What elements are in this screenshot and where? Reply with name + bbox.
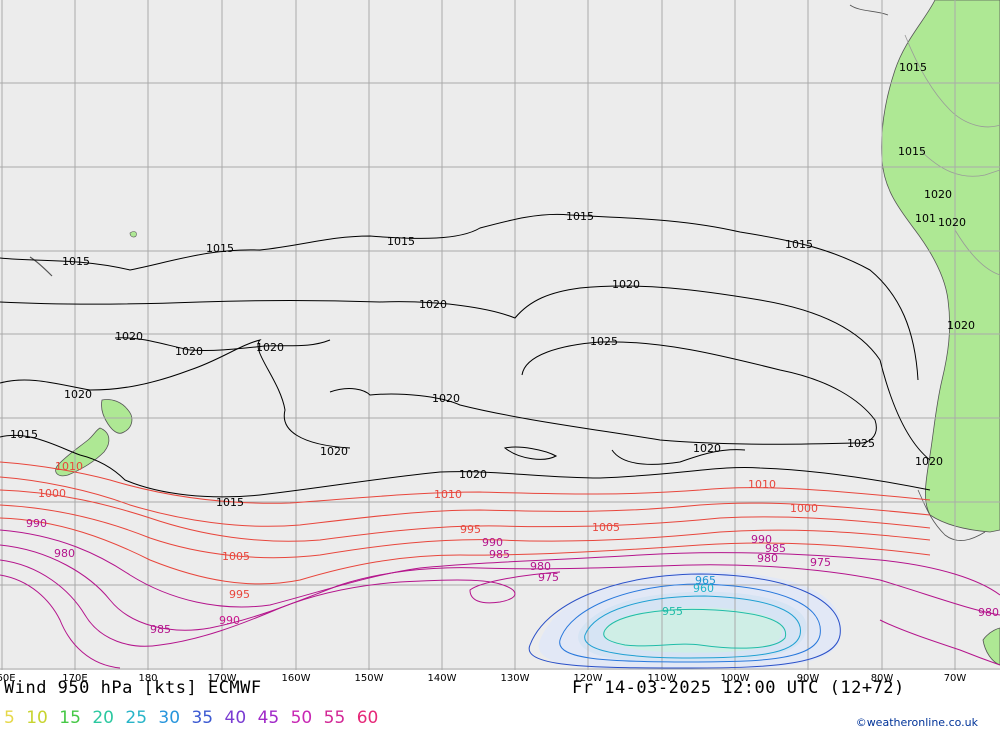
- isobar-label: 1015: [206, 242, 234, 255]
- isobar-label: 1015: [216, 496, 244, 509]
- longitude-label: 170W: [207, 673, 237, 684]
- legend-item: 40: [224, 708, 247, 728]
- isobar-label: 980: [530, 560, 551, 573]
- longitude-label: 180: [138, 673, 158, 684]
- isobar-labels-cyan: 965 960 955: [662, 574, 716, 618]
- isobar-labels-red: 1010 1000 1010 1010 1000 1005 995 1005 9…: [38, 460, 818, 627]
- longitude-label: 100W: [720, 673, 750, 684]
- isobar-label: 975: [810, 556, 831, 569]
- wind-speed-legend: 5 10 15 20 25 30 35 40 45 50 55 60: [4, 708, 384, 728]
- isobar-label: 975: [538, 571, 559, 584]
- isobar-label: 990: [751, 533, 772, 546]
- isobar-label: 965: [695, 574, 716, 587]
- isobar-label: 1015: [898, 145, 926, 158]
- legend-item: 45: [257, 708, 280, 728]
- isobar-label: 980: [978, 606, 999, 619]
- isobar-label: 1015: [899, 61, 927, 74]
- isobar-labels-black: 1015 1015 1015 1015 1015 1015 1015 1015 …: [10, 61, 975, 509]
- isobar-label: 1015: [387, 235, 415, 248]
- isobar-label: 1015: [10, 428, 38, 441]
- longitude-label: 150W: [354, 673, 384, 684]
- legend-item: 25: [125, 708, 148, 728]
- longitude-label: 90W: [796, 673, 820, 684]
- isobar-label: 995: [460, 523, 481, 536]
- legend-item: 5: [4, 708, 15, 728]
- weather-map: 1015 1015 1015 1015 1015 1015 1015 1015 …: [0, 0, 1000, 670]
- longitude-label: 110W: [647, 673, 677, 684]
- legend-item: 60: [356, 708, 379, 728]
- isobars-high: [0, 213, 931, 498]
- isobar-label: 990: [26, 517, 47, 530]
- longitude-label: 70W: [943, 673, 967, 684]
- isobar-labels-purple: 990 980 985 990 985 980 975 990 985 980 …: [26, 517, 999, 636]
- legend-item: 50: [290, 708, 313, 728]
- isobar-label: 1020: [432, 392, 460, 405]
- isobar-label: 1010: [748, 478, 776, 491]
- wind-shading: [538, 571, 842, 670]
- legend-item: 10: [26, 708, 48, 728]
- legend-item: 55: [323, 708, 346, 728]
- isobar-label: 1015: [785, 238, 813, 251]
- isobar-label: 960: [693, 582, 714, 595]
- isobar-label: 955: [662, 605, 683, 618]
- isobar-label: 1020: [115, 330, 143, 343]
- isobar-label: 1015: [62, 255, 90, 268]
- longitude-label: 140W: [427, 673, 457, 684]
- land-new-zealand: [29, 231, 137, 477]
- isobar-label: 1025: [590, 335, 618, 348]
- isobar-label: 1020: [320, 445, 348, 458]
- isobar-label: 1020: [64, 388, 92, 401]
- isobar-label: 985: [150, 623, 171, 636]
- isobar-label: 1020: [947, 319, 975, 332]
- isobar-label: 1005: [592, 521, 620, 534]
- longitude-label: 130W: [500, 673, 530, 684]
- valid-time: Fr 14-03-2025 12:00 UTC (12+72): [572, 678, 905, 698]
- isobar-label: 1020: [693, 442, 721, 455]
- map-title: Wind 950 hPa [kts] ECMWF: [4, 678, 262, 698]
- longitude-label: 120W: [573, 673, 603, 684]
- legend-item: 30: [158, 708, 181, 728]
- isobar-label: 1020: [938, 216, 966, 229]
- longitude-label: 160W: [281, 673, 311, 684]
- isobar-label: 985: [765, 542, 786, 555]
- isobars-purple: [0, 529, 1000, 669]
- legend-item: 20: [92, 708, 114, 728]
- isobars-deep: [528, 573, 841, 669]
- lat-lon-grid: [0, 0, 1000, 670]
- isobar-label: 1005: [222, 550, 250, 563]
- isobar-label: 1020: [612, 278, 640, 291]
- isobar-label: 1010: [55, 460, 83, 473]
- isobar-label: 1020: [175, 345, 203, 358]
- isobar-label: 1025: [847, 437, 875, 450]
- isobar-label: 1015: [566, 210, 594, 223]
- isobar-label: 1020: [459, 468, 487, 481]
- isobar-label: 101: [915, 212, 936, 225]
- longitude-label: 60E: [0, 673, 16, 684]
- isobar-label: 1000: [38, 487, 66, 500]
- credit-link[interactable]: ©weatheronline.co.uk: [855, 716, 978, 729]
- isobar-label: 990: [219, 614, 240, 627]
- isobar-label: 1020: [915, 455, 943, 468]
- legend-item: 35: [191, 708, 214, 728]
- isobar-label: 1010: [434, 488, 462, 501]
- isobar-label: 990: [482, 536, 503, 549]
- land-south-america: [849, 0, 1000, 666]
- isobar-label: 980: [757, 552, 778, 565]
- longitude-label: 80W: [870, 673, 894, 684]
- ocean-background: [0, 0, 1000, 670]
- legend-item: 15: [59, 708, 81, 728]
- isobars-red: [0, 461, 931, 585]
- isobar-label: 980: [54, 547, 75, 560]
- isobar-label: 1020: [419, 298, 447, 311]
- isobar-label: 1000: [790, 502, 818, 515]
- isobar-label: 995: [229, 588, 250, 601]
- isobar-label: 1020: [256, 341, 284, 354]
- isobar-label: 1020: [924, 188, 952, 201]
- isobar-label: 985: [489, 548, 510, 561]
- longitude-label: 170E: [62, 673, 88, 684]
